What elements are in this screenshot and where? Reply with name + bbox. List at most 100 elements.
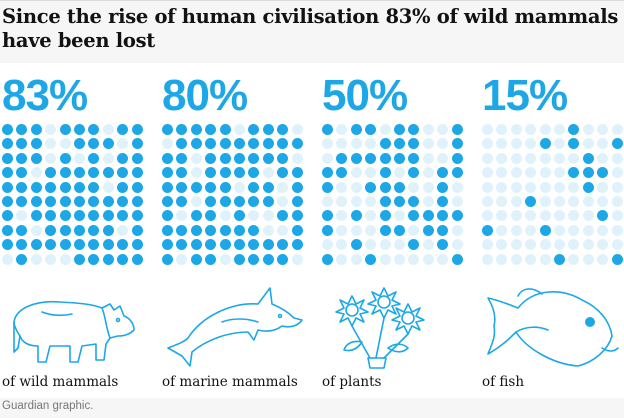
waffle-dot-remaining <box>539 167 551 179</box>
waffle-dot-lost <box>451 152 463 164</box>
waffle-dot-remaining <box>582 124 594 135</box>
waffle-dot-lost <box>322 124 333 135</box>
waffle-dot-remaining <box>291 152 303 164</box>
waffle-dot-lost <box>291 224 303 236</box>
waffle-dot-remaining <box>539 152 551 164</box>
panel-plants: 50% of plants <box>322 62 482 398</box>
waffle-dot-remaining <box>394 239 405 251</box>
waffle-dot-remaining <box>394 167 405 179</box>
waffle-dot-lost <box>291 196 303 207</box>
waffle-dot-remaining <box>350 181 362 193</box>
waffle-dot-remaining <box>568 196 580 207</box>
waffle-dot-lost <box>88 124 100 135</box>
waffle-dot-lost <box>2 181 13 193</box>
waffle-dot-lost <box>234 239 245 251</box>
waffle-dot-lost <box>205 138 217 150</box>
waffle-dot-remaining <box>496 253 508 265</box>
waffle-dot-remaining <box>16 210 28 222</box>
waffle-dot-lost <box>568 138 580 150</box>
waffle-dot-remaining <box>597 224 609 236</box>
panel-wild-mammals: 83% of wild mammals <box>2 62 162 398</box>
waffle-dot-remaining <box>234 181 245 193</box>
waffle-dot-lost <box>451 253 463 265</box>
waffle-dot-lost <box>190 138 202 150</box>
waffle-dot-lost <box>291 210 303 222</box>
waffle-dot-remaining <box>336 181 348 193</box>
waffle-dot-lost <box>16 152 28 164</box>
waffle-dot-remaining <box>30 224 42 236</box>
waffle-dot-lost <box>74 210 85 222</box>
waffle-dot-remaining <box>496 124 508 135</box>
waffle-dot-lost <box>379 210 391 222</box>
waffle-dot-lost <box>379 196 391 207</box>
waffle-dot-lost <box>248 167 260 179</box>
waffle-dot-lost <box>74 224 85 236</box>
category-label: of plants <box>322 374 382 390</box>
waffle-dot-remaining <box>496 138 508 150</box>
percent-label: 83% <box>2 71 88 120</box>
waffle-dot-lost <box>248 239 260 251</box>
waffle-dot-lost <box>350 152 362 164</box>
waffle-dot-remaining <box>102 152 114 164</box>
waffle-dot-lost <box>582 152 594 164</box>
source-note: Guardian graphic. <box>2 400 94 412</box>
waffle-dot-remaining <box>117 224 129 236</box>
waffle-dot-lost <box>162 152 173 164</box>
waffle-dot-lost <box>408 167 420 179</box>
waffle-dot-lost <box>379 167 391 179</box>
waffle-dot-lost <box>234 253 245 265</box>
waffle-dot-lost <box>131 167 143 179</box>
waffle-dot-lost <box>176 138 188 150</box>
waffle-dot-lost <box>30 138 42 150</box>
waffle-dot-lost <box>88 253 100 265</box>
waffle-dot-lost <box>131 224 143 236</box>
waffle-dot-lost <box>248 138 260 150</box>
waffle-dot-lost <box>322 167 333 179</box>
waffle-dot-lost <box>277 152 289 164</box>
waffle-dot-remaining <box>539 181 551 193</box>
waffle-dot-lost <box>45 196 57 207</box>
waffle-dot-lost <box>190 253 202 265</box>
waffle-dot-remaining <box>322 138 333 150</box>
waffle-dot-remaining <box>554 152 565 164</box>
waffle-dot-remaining <box>496 181 508 193</box>
waffle-dot-lost <box>88 210 100 222</box>
waffle-dot-lost <box>365 253 377 265</box>
waffle-dot-remaining <box>611 124 623 135</box>
waffle-dot-remaining <box>408 224 420 236</box>
waffle-dot-remaining <box>510 253 522 265</box>
waffle-dot-lost <box>262 253 274 265</box>
waffle-dot-lost <box>102 224 114 236</box>
waffle-dot-remaining <box>451 196 463 207</box>
waffle-dot-remaining <box>525 181 537 193</box>
waffle-dot-remaining <box>510 224 522 236</box>
waffle-dot-lost <box>277 138 289 150</box>
waffle-dot-lost <box>582 181 594 193</box>
waffle-dot-lost <box>365 181 377 193</box>
waffle-dot-lost <box>59 167 71 179</box>
waffle-dot-lost <box>162 124 173 135</box>
waffle-dot-remaining <box>482 253 493 265</box>
waffle-dot-remaining <box>45 124 57 135</box>
waffle-dot-lost <box>437 210 449 222</box>
waffle-dot-lost <box>248 181 260 193</box>
waffle-dot-lost <box>131 253 143 265</box>
waffle-dot-lost <box>102 210 114 222</box>
waffle-dot-remaining <box>365 224 377 236</box>
waffle-dot-remaining <box>611 152 623 164</box>
waffle-dot-remaining <box>539 196 551 207</box>
waffle-dot-remaining <box>482 138 493 150</box>
waffle-dot-lost <box>408 210 420 222</box>
waffle-dot-remaining <box>176 253 188 265</box>
waffle-dot-lost <box>190 224 202 236</box>
waffle-dot-lost <box>45 181 57 193</box>
waffle-dot-remaining <box>277 196 289 207</box>
waffle-dot-lost <box>379 138 391 150</box>
waffle-dot-remaining <box>525 138 537 150</box>
waffle-dot-remaining <box>322 152 333 164</box>
waffle-dot-lost <box>379 181 391 193</box>
waffle-dot-remaining <box>336 224 348 236</box>
waffle-dot-lost <box>162 239 173 251</box>
waffle-dot-remaining <box>437 253 449 265</box>
waffle-dot-remaining <box>451 239 463 251</box>
